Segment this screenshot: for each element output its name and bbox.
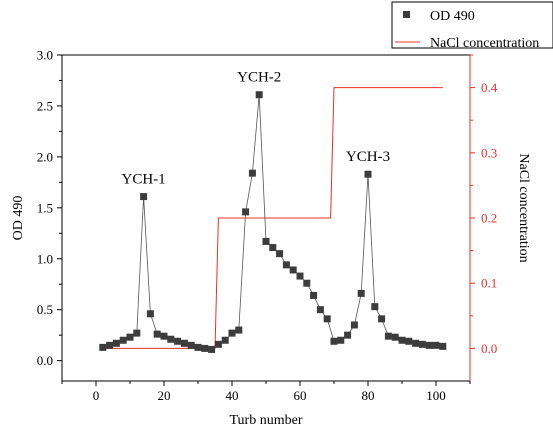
od-point (126, 333, 134, 341)
peak-label-3: YCH-3 (346, 149, 390, 165)
x-tick-label: 40 (226, 388, 239, 403)
od-point (248, 169, 256, 177)
y2-tick-label: 0.0 (481, 341, 497, 356)
od-point (106, 341, 114, 349)
y2-tick-label: 0.4 (481, 80, 498, 95)
y-axis-title: OD 490 (11, 196, 26, 241)
left-axis-ticks: 0.0 0.5 1.0 1.5 2.0 2.5 3.0 (37, 48, 62, 368)
y2-tick-label: 0.1 (481, 276, 497, 291)
od-point (208, 345, 216, 353)
od-point (398, 336, 406, 344)
od-point (344, 331, 352, 339)
legend: OD 490 NaCl concentration (391, 1, 553, 51)
od-point (133, 329, 141, 337)
od-point (276, 250, 284, 258)
y-tick-label: 3.0 (37, 48, 53, 63)
x-axis-title: Turb number (230, 413, 303, 426)
od-point (221, 336, 229, 344)
peak-label-2: YCH-2 (237, 70, 281, 86)
od-point (405, 337, 413, 345)
od-point (112, 339, 120, 347)
od-point (214, 340, 222, 348)
od-point (289, 266, 297, 274)
od-point (160, 332, 168, 340)
od-point (153, 330, 161, 338)
od-point (371, 303, 379, 311)
legend-marker-od (403, 11, 410, 18)
y-tick-label: 0.0 (37, 353, 53, 368)
y2-axis-title: NaCl concentration (516, 153, 531, 262)
y-tick-label: 2.5 (37, 98, 53, 113)
od-point (337, 336, 345, 344)
x-tick-label: 80 (362, 388, 375, 403)
x-tick-label: 100 (426, 388, 446, 403)
x-tick-label: 60 (294, 388, 307, 403)
od-point (323, 315, 331, 323)
y-tick-label: 0.5 (37, 302, 53, 317)
od-point (201, 344, 209, 352)
od-point (439, 342, 447, 350)
right-axis-ticks: 0.0 0.1 0.2 0.3 0.4 (470, 54, 498, 356)
od-point (418, 340, 426, 348)
y-tick-label: 2.0 (37, 149, 53, 164)
od-point (167, 335, 175, 343)
od-point (330, 337, 338, 345)
y2-tick-label: 0.3 (481, 145, 497, 160)
od-point (310, 291, 318, 299)
od-point (357, 289, 365, 297)
od-point (99, 343, 107, 351)
legend-label-nacl: NaCl concentration (430, 36, 539, 51)
od-point (119, 336, 127, 344)
nacl-series-line (102, 87, 443, 349)
od-point (391, 333, 399, 341)
peak-labels: YCH-1 YCH-2 YCH-3 (122, 70, 391, 188)
od-point (269, 244, 277, 252)
od-point (432, 341, 440, 349)
od-point (425, 341, 433, 349)
od-point (140, 193, 148, 201)
x-axis-ticks: 0 20 40 60 80 100 (61, 381, 471, 403)
od-point (316, 306, 324, 314)
od-point (194, 343, 202, 351)
x-tick-label: 0 (93, 388, 100, 403)
od-point (174, 337, 182, 345)
od-point (262, 237, 270, 245)
od-point (364, 170, 372, 178)
series-layer (99, 87, 447, 353)
legend-label-od: OD 490 (430, 9, 475, 24)
legend-box (391, 1, 553, 49)
od-point (412, 339, 420, 347)
peak-label-1: YCH-1 (122, 172, 166, 188)
y2-tick-label: 0.2 (481, 211, 497, 226)
od-point (180, 339, 188, 347)
od-point (378, 315, 386, 323)
od-point (350, 321, 358, 329)
od-point (296, 272, 304, 280)
y-tick-label: 1.5 (37, 200, 53, 215)
od-point (235, 326, 243, 334)
od-point (282, 261, 290, 269)
y-tick-label: 1.0 (37, 251, 53, 266)
od-point (146, 310, 154, 318)
od-point (255, 91, 263, 99)
od-point (228, 329, 236, 337)
od-point (187, 341, 195, 349)
od-point (303, 279, 311, 287)
x-tick-label: 20 (158, 388, 171, 403)
od-point (242, 208, 250, 216)
od-point (384, 332, 392, 340)
